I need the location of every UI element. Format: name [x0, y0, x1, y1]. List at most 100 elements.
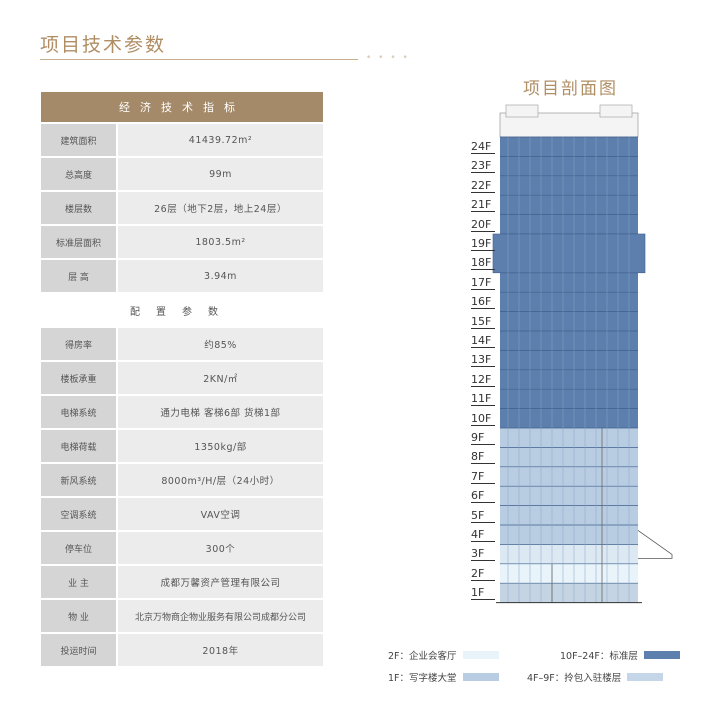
spec-value: 成都万馨资产管理有限公司 [118, 566, 323, 598]
spec-value: 3.94m [118, 260, 323, 292]
floor-label: 8F [471, 451, 495, 465]
spec-key: 空调系统 [41, 498, 116, 530]
spec-table-header: 经济技术指标 [41, 92, 323, 122]
floor-band [500, 389, 638, 409]
spec-key: 投运时间 [41, 634, 116, 666]
floor-band [500, 466, 638, 487]
spec-row: 新风系统 8000m³/H/层（24小时） [41, 464, 323, 496]
floor-label: 6F [471, 490, 495, 504]
floor-label: 10F [471, 412, 495, 426]
entrance-canopy [637, 530, 673, 559]
spec-row: 停车位 300个 [41, 532, 323, 564]
floor-label: 3F [471, 548, 495, 562]
legend-item-4f-9f: 4F–9F：拎包入驻楼层 [527, 670, 664, 684]
floor-band [500, 350, 638, 370]
spec-key: 业 主 [41, 566, 116, 598]
building-section-diagram [492, 104, 673, 604]
legend-item-standard: 10F–24F：标准层 [560, 648, 680, 662]
spec-value: 99m [118, 158, 323, 190]
floor-band [500, 408, 638, 428]
floor-band [500, 563, 638, 584]
floor-label: 14F [471, 335, 495, 348]
spec-key: 电梯荷载 [41, 430, 116, 462]
spec-row: 层 高 3.94m [41, 260, 323, 292]
spec-value: 300个 [118, 532, 323, 564]
spec-value: 8000m³/H/层（24小时） [118, 464, 323, 496]
legend-swatch [462, 673, 499, 681]
spec-value: 北京万物商企物业服务有限公司成都分公司 [118, 600, 323, 632]
spec-value: 41439.72m² [118, 124, 323, 156]
floor-band [500, 137, 638, 157]
floor-label: 11F [471, 393, 495, 407]
spec-value: 26层（地下2层，地上24层） [118, 192, 323, 224]
floor-label: 5F [471, 509, 495, 523]
spec-rows-config: 得房率 约85% 楼板承重 2KN/㎡ 电梯系统 通力电梯 客梯6部 货梯1部 电梯荷载 13… [41, 328, 323, 666]
spec-row: 物 业北京万物商企物业服务有限公司成都分公司 [41, 600, 323, 632]
spec-value: 1803.5m² [118, 226, 323, 258]
floor-band [500, 486, 638, 506]
floor-label: 1F [471, 587, 495, 601]
roof-box-right [599, 104, 633, 118]
title-divider [40, 59, 358, 60]
floor-band [500, 175, 638, 196]
spec-row: 建筑面积 41439.72m² [41, 124, 323, 156]
floor-label: 4F [471, 529, 495, 542]
spec-subheader: 配置参数 [41, 294, 323, 326]
spec-value: 约85% [118, 328, 323, 360]
spec-row: 楼板承重 2KN/㎡ [41, 362, 323, 394]
spec-key: 新风系统 [41, 464, 116, 496]
floor-band [500, 272, 638, 293]
floor-label: 16F [471, 296, 495, 310]
floor-band [500, 544, 638, 564]
legend-item-1f: 1F：写字楼大堂 [388, 670, 499, 684]
spec-key: 标准层面积 [41, 226, 116, 258]
floor-label: 9F [471, 432, 495, 445]
page-title: 项目技术参数 [40, 34, 167, 56]
mechanical-bulge [492, 233, 646, 274]
legend-label: 1F：写字楼大堂 [388, 673, 457, 684]
spec-row: 电梯系统 通力电梯 客梯6部 货梯1部 [41, 396, 323, 428]
spec-row: 电梯荷载 1350kg/部 [41, 430, 323, 462]
floor-label: 12F [471, 373, 495, 387]
floor-label: 20F [471, 218, 495, 232]
spec-key: 电梯系统 [41, 396, 116, 428]
floor-label: 23F [471, 160, 495, 174]
floor-label: 24F [471, 141, 495, 154]
floor-band [500, 214, 638, 234]
spec-key: 楼层数 [41, 192, 116, 224]
spec-key: 楼板承重 [41, 362, 116, 394]
floor-band [500, 195, 638, 215]
spec-row: 得房率 约85% [41, 328, 323, 360]
legend-item-2f: 2F：企业会客厅 [388, 648, 499, 662]
floor-band [500, 428, 638, 448]
spec-key: 层 高 [41, 260, 116, 292]
floor-band [500, 331, 638, 351]
spec-row: 楼层数 26层（地下2层，地上24层） [41, 192, 323, 224]
spec-row: 标准层面积 1803.5m² [41, 226, 323, 258]
legend-label: 2F：企业会客厅 [388, 651, 457, 662]
floor-label: 18F [471, 257, 495, 271]
spec-key: 停车位 [41, 532, 116, 564]
floor-label: 15F [471, 315, 495, 329]
floor-label: 19F [471, 238, 495, 251]
title-dots: • • • • [366, 53, 410, 63]
floor-label: 21F [471, 199, 495, 213]
legend-label: 4F–9F：拎包入驻楼层 [527, 673, 622, 684]
legend-swatch [627, 673, 664, 681]
roof-box-left [505, 104, 539, 118]
legend-swatch [462, 651, 499, 659]
spec-row: 空调系统 VAV空调 [41, 498, 323, 530]
floor-band [500, 156, 638, 176]
spec-value: VAV空调 [118, 498, 323, 530]
spec-value: 1350kg/部 [118, 430, 323, 462]
floor-band [500, 311, 638, 331]
floor-label: 2F [471, 567, 495, 581]
floor-label: 7F [471, 470, 495, 484]
floor-band [500, 369, 638, 390]
legend-label: 10F–24F：标准层 [560, 651, 638, 662]
floor-band [500, 292, 638, 312]
floor-label: 22F [471, 179, 495, 193]
spec-key: 总高度 [41, 158, 116, 190]
spec-row: 业 主成都万馨资产管理有限公司 [41, 566, 323, 598]
floor-label: 17F [471, 276, 495, 290]
